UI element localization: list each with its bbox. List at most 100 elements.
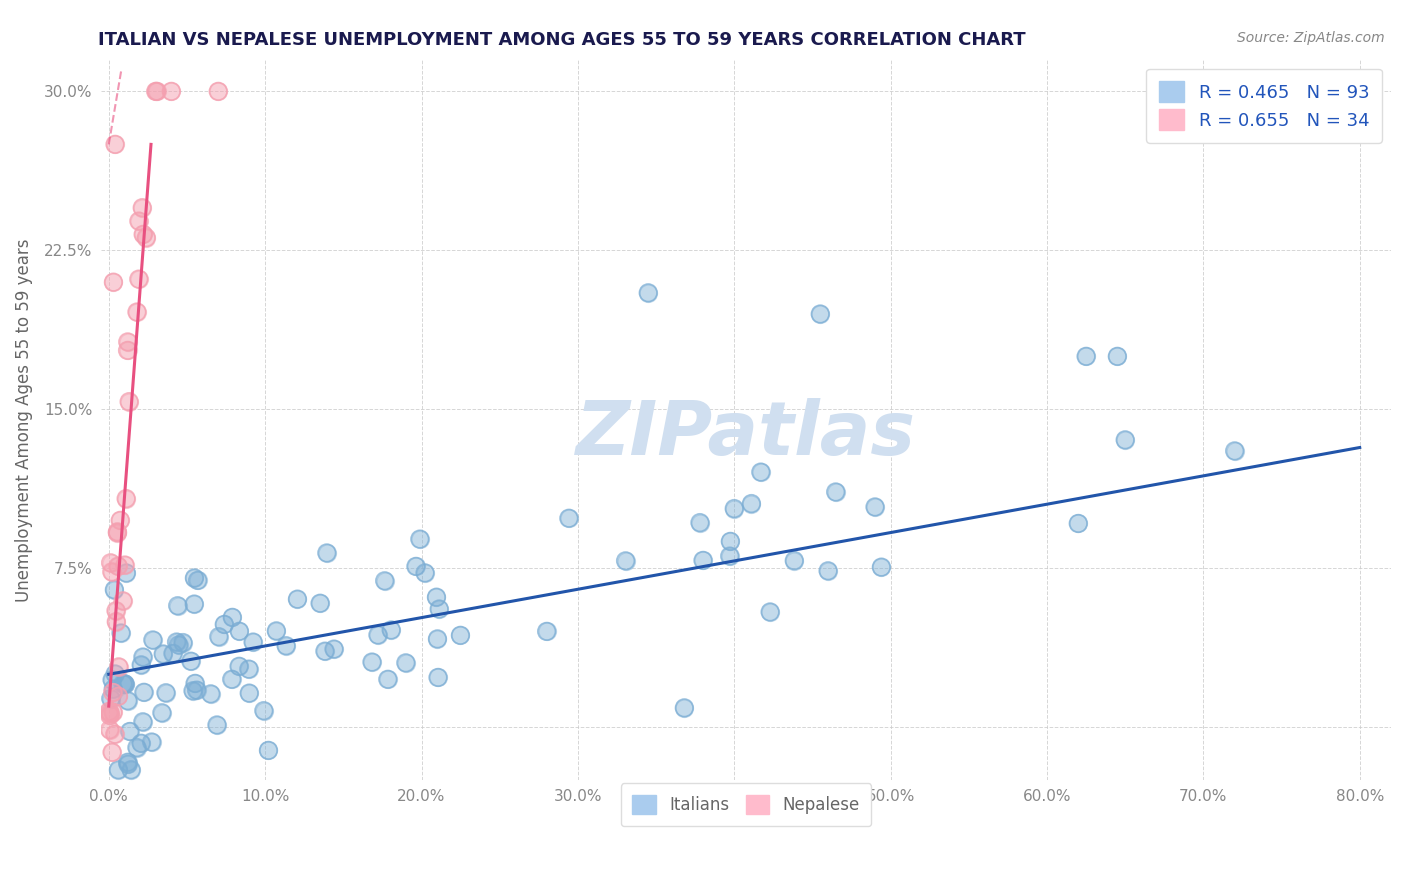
Point bbox=[110, 513, 132, 527]
Point bbox=[125, 305, 148, 319]
Point bbox=[1114, 433, 1136, 447]
Point bbox=[135, 230, 157, 244]
Point bbox=[692, 553, 714, 567]
Point bbox=[132, 650, 155, 665]
Point bbox=[111, 594, 134, 608]
Point bbox=[718, 534, 741, 549]
Point bbox=[166, 599, 188, 613]
Point bbox=[205, 718, 228, 732]
Point bbox=[110, 513, 132, 527]
Point bbox=[117, 343, 139, 358]
Point bbox=[166, 635, 188, 649]
Point bbox=[1107, 350, 1129, 364]
Point bbox=[104, 137, 127, 152]
Point bbox=[427, 670, 450, 684]
Point bbox=[103, 681, 125, 696]
Point bbox=[114, 677, 136, 691]
Point bbox=[118, 394, 141, 409]
Point bbox=[238, 662, 260, 676]
Point bbox=[759, 605, 782, 619]
Point bbox=[221, 673, 243, 687]
Point bbox=[98, 705, 121, 719]
Point bbox=[117, 757, 139, 772]
Point bbox=[314, 644, 336, 658]
Point bbox=[808, 307, 831, 321]
Point bbox=[160, 84, 183, 98]
Y-axis label: Unemployment Among Ages 55 to 59 years: Unemployment Among Ages 55 to 59 years bbox=[15, 238, 32, 602]
Point bbox=[142, 632, 165, 647]
Point bbox=[150, 706, 173, 720]
Point bbox=[1223, 443, 1246, 458]
Point bbox=[377, 673, 399, 687]
Point bbox=[180, 654, 202, 668]
Point bbox=[132, 714, 155, 729]
Point bbox=[723, 501, 745, 516]
Point bbox=[152, 647, 174, 661]
Point bbox=[187, 574, 209, 588]
Point bbox=[184, 676, 207, 690]
Point bbox=[103, 275, 125, 289]
Point bbox=[287, 592, 309, 607]
Point bbox=[427, 602, 450, 616]
Point bbox=[817, 564, 839, 578]
Point bbox=[155, 686, 177, 700]
Point bbox=[723, 501, 745, 516]
Point bbox=[425, 590, 447, 604]
Point bbox=[426, 632, 449, 646]
Point bbox=[111, 676, 134, 690]
Point bbox=[614, 554, 637, 568]
Point bbox=[117, 693, 139, 707]
Point bbox=[114, 558, 136, 572]
Point bbox=[824, 485, 846, 500]
Point bbox=[187, 574, 209, 588]
Point bbox=[274, 639, 297, 653]
Point bbox=[449, 628, 471, 642]
Point bbox=[107, 763, 129, 777]
Point bbox=[110, 626, 132, 640]
Point bbox=[689, 516, 711, 530]
Point bbox=[1223, 443, 1246, 458]
Legend: Italians, Nepalese: Italians, Nepalese bbox=[620, 783, 872, 826]
Point bbox=[863, 500, 886, 514]
Point bbox=[114, 558, 136, 572]
Point bbox=[98, 706, 121, 721]
Point bbox=[207, 84, 229, 98]
Point bbox=[361, 655, 384, 669]
Point bbox=[200, 687, 222, 701]
Point bbox=[692, 553, 714, 567]
Point bbox=[409, 532, 432, 546]
Point bbox=[104, 727, 127, 741]
Point bbox=[141, 735, 163, 749]
Point bbox=[740, 496, 762, 510]
Point bbox=[183, 597, 205, 611]
Point bbox=[367, 628, 389, 642]
Point bbox=[111, 594, 134, 608]
Point bbox=[200, 687, 222, 701]
Point bbox=[114, 677, 136, 691]
Point bbox=[100, 556, 122, 570]
Point bbox=[110, 626, 132, 640]
Point bbox=[427, 602, 450, 616]
Point bbox=[238, 686, 260, 700]
Point bbox=[129, 736, 152, 750]
Point bbox=[166, 599, 188, 613]
Point bbox=[374, 574, 396, 588]
Point bbox=[205, 718, 228, 732]
Point bbox=[105, 615, 128, 629]
Point bbox=[1074, 350, 1097, 364]
Point bbox=[242, 635, 264, 649]
Point bbox=[145, 84, 167, 98]
Point bbox=[558, 511, 581, 525]
Point bbox=[107, 690, 129, 704]
Point bbox=[152, 647, 174, 661]
Point bbox=[107, 763, 129, 777]
Point bbox=[129, 736, 152, 750]
Point bbox=[100, 565, 122, 579]
Point bbox=[128, 214, 150, 228]
Point bbox=[221, 610, 243, 624]
Point bbox=[104, 727, 127, 741]
Point bbox=[409, 532, 432, 546]
Point bbox=[315, 546, 337, 560]
Point bbox=[98, 723, 121, 737]
Point bbox=[98, 705, 121, 719]
